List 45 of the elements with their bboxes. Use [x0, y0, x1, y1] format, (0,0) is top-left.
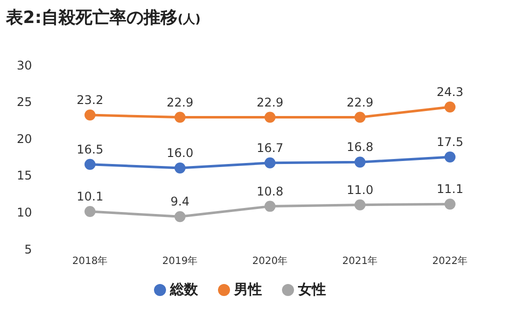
data-label: 17.5 [436, 135, 464, 149]
y-tick-label: 20 [16, 132, 32, 146]
x-tick-label: 2022年 [432, 255, 468, 268]
y-tick-label: 10 [16, 205, 32, 220]
data-label: 11.1 [436, 182, 464, 196]
data-label: 22.9 [166, 95, 194, 110]
legend-label: 総数 [170, 282, 198, 298]
data-label: 23.2 [76, 93, 104, 108]
data-label: 16.0 [166, 146, 194, 160]
point [84, 206, 96, 217]
point [354, 112, 366, 123]
data-label: 11.0 [346, 182, 374, 197]
point [444, 198, 456, 210]
x-tick-label: 2020年 [252, 255, 288, 268]
point [444, 101, 456, 112]
data-label: 16.5 [76, 142, 104, 156]
legend-label: 男性 [234, 282, 262, 298]
data-label: 16.7 [256, 140, 284, 155]
point [84, 110, 96, 121]
data-label: 16.8 [346, 140, 374, 154]
chart-subtitle: (人) [178, 12, 201, 26]
point [174, 211, 186, 222]
point [264, 200, 276, 212]
point [174, 112, 186, 123]
data-label: 9.4 [170, 194, 190, 209]
data-label: 22.9 [346, 95, 374, 110]
point [444, 152, 456, 162]
data-label: 10.1 [76, 189, 104, 204]
x-tick-label: 2021年 [342, 255, 378, 268]
y-tick-label: 30 [16, 58, 32, 72]
point [174, 162, 186, 174]
x-tick-label: 2019年 [162, 255, 198, 268]
point [354, 156, 366, 168]
data-label: 10.8 [256, 184, 284, 198]
point [264, 157, 276, 168]
data-label: 22.9 [256, 95, 284, 110]
point [354, 199, 366, 210]
legend-label: 女性 [298, 282, 326, 298]
y-tick-label: 25 [16, 95, 32, 110]
point [84, 158, 96, 170]
data-label: 24.3 [436, 84, 464, 99]
y-tick-label: 5 [24, 242, 32, 256]
x-tick-label: 2018年 [72, 255, 108, 268]
y-tick-label: 15 [16, 168, 32, 183]
point [264, 112, 276, 123]
